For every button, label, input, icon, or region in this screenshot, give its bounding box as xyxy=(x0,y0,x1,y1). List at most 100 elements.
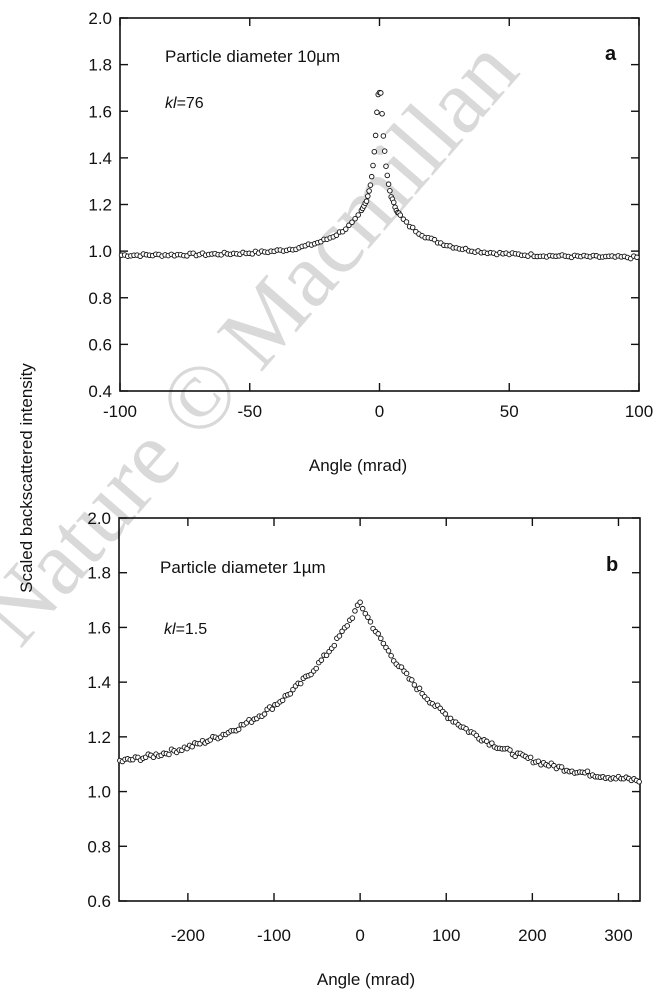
y-tick-label: 0.6 xyxy=(88,335,112,354)
data-point xyxy=(349,615,356,621)
data-point xyxy=(370,162,376,169)
data-point xyxy=(269,706,276,712)
data-point xyxy=(507,747,513,753)
data-point xyxy=(318,657,325,663)
data-point xyxy=(379,111,385,117)
data-point xyxy=(349,219,355,225)
panel-label-a: a xyxy=(605,43,617,65)
data-point xyxy=(333,232,340,238)
data-point xyxy=(380,640,387,647)
data-point xyxy=(372,132,379,139)
y-tick-label: 1.6 xyxy=(88,102,112,121)
data-point xyxy=(378,635,384,642)
annotation-particle-diameter-b: Particle diameter 1µm xyxy=(160,558,326,577)
data-point xyxy=(359,605,366,612)
y-ticks-b: 0.6 0.8 1.0 1.2 1.4 1.6 1.8 2.0 xyxy=(87,509,640,911)
kl-value-b: =1.5 xyxy=(176,621,208,638)
data-point xyxy=(403,219,410,225)
x-tick-label: 0 xyxy=(375,402,384,421)
y-tick-label: 0.8 xyxy=(88,289,112,308)
data-point xyxy=(279,697,286,704)
y-axis-title: Scaled backscattered intensity xyxy=(17,363,36,593)
data-point xyxy=(355,212,361,218)
data-point xyxy=(385,648,392,654)
annotation-kl-a: kl=76 xyxy=(165,95,204,112)
y-tick-label: 1.4 xyxy=(87,673,111,692)
y-tick-label: 1.6 xyxy=(87,618,111,637)
data-point xyxy=(363,198,370,204)
data-point xyxy=(235,726,242,733)
data-point xyxy=(365,193,371,199)
data-point xyxy=(368,173,375,180)
x-ticks-a: -100 -50 0 50 100 xyxy=(103,18,653,421)
data-point xyxy=(411,682,418,688)
data-point xyxy=(409,224,416,231)
x-axis-title-a: Angle (mrad) xyxy=(309,456,407,475)
data-point xyxy=(387,188,393,194)
data-point xyxy=(431,236,438,243)
data-point xyxy=(339,628,345,635)
data-point xyxy=(375,631,381,637)
data-point xyxy=(189,743,195,750)
data-point xyxy=(636,779,642,785)
data-point xyxy=(336,633,343,639)
data-point xyxy=(365,614,371,621)
x-tick-label: 100 xyxy=(432,926,460,945)
y-tick-label: 1.2 xyxy=(87,728,111,747)
data-point xyxy=(352,215,358,222)
data-point xyxy=(323,652,330,659)
panel-a: 0.4 0.6 0.8 1.0 1.2 1.4 1.6 1.8 2.0 -100 -50 0 50 10… xyxy=(88,9,653,475)
x-tick-label: -100 xyxy=(103,402,137,421)
data-point xyxy=(527,754,534,761)
y-tick-label: 1.8 xyxy=(88,56,112,75)
data-point xyxy=(352,608,358,614)
data-point xyxy=(398,664,405,670)
data-point xyxy=(388,652,394,659)
data-point xyxy=(584,768,591,774)
data-point xyxy=(287,691,294,697)
data-point xyxy=(416,685,423,692)
data-point xyxy=(634,254,640,261)
data-point xyxy=(381,148,388,154)
plot-frame-b xyxy=(118,517,641,902)
data-point xyxy=(290,686,296,693)
data-point xyxy=(489,740,495,746)
data-point xyxy=(366,188,372,194)
y-tick-label: 1.0 xyxy=(88,242,112,261)
y-tick-label: 2.0 xyxy=(88,9,112,28)
x-tick-label: 100 xyxy=(625,402,653,421)
x-axis-title-b: Angle (mrad) xyxy=(317,970,415,989)
y-tick-label: 1.8 xyxy=(87,564,111,583)
data-point xyxy=(442,711,449,717)
x-tick-label: 200 xyxy=(518,926,546,945)
data-point xyxy=(397,212,404,218)
data-points-a xyxy=(118,89,640,262)
x-tick-label: -100 xyxy=(257,926,291,945)
data-point xyxy=(403,670,410,677)
data-point xyxy=(374,109,380,116)
x-tick-label: 0 xyxy=(355,926,364,945)
data-point xyxy=(380,133,387,139)
kl-symbol-a: kl xyxy=(165,95,177,112)
y-ticks-a: 0.4 0.6 0.8 1.0 1.2 1.4 1.6 1.8 2.0 xyxy=(88,9,639,401)
data-point xyxy=(367,619,374,625)
data-point xyxy=(409,677,415,683)
x-tick-label: 50 xyxy=(500,402,519,421)
x-tick-label: -50 xyxy=(237,402,262,421)
data-point xyxy=(261,711,268,717)
data-point xyxy=(166,751,172,758)
data-points-b xyxy=(117,599,642,785)
data-point xyxy=(384,172,391,179)
data-point xyxy=(385,181,392,187)
data-point xyxy=(391,199,397,206)
y-tick-label: 0.8 xyxy=(87,837,111,856)
kl-symbol-b: kl xyxy=(164,621,176,638)
data-point xyxy=(331,642,338,649)
annotation-kl-b: kl=1.5 xyxy=(164,621,207,638)
x-tick-label: 300 xyxy=(604,926,632,945)
data-point xyxy=(367,182,374,188)
y-tick-label: 0.6 xyxy=(87,892,111,911)
data-point xyxy=(344,623,350,629)
data-point xyxy=(313,665,319,672)
data-point xyxy=(371,149,378,155)
